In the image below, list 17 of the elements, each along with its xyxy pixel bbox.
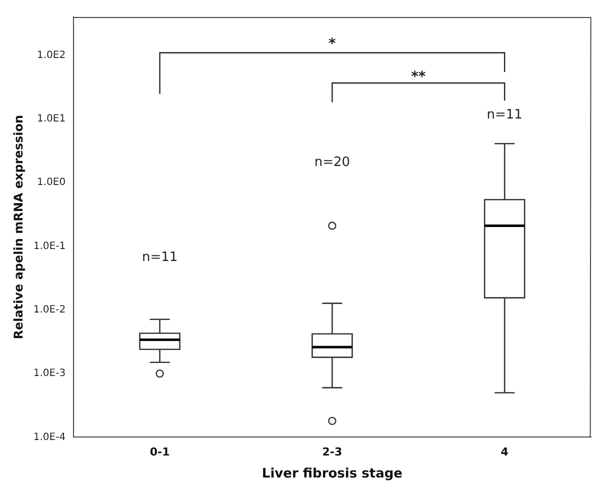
y-axis-title: Relative apelin mRNA expression <box>11 114 26 340</box>
y-tick-label: 1.0E0 <box>37 177 66 188</box>
annotation: ** <box>411 68 426 85</box>
y-tick-label: 1.0E-2 <box>33 304 66 316</box>
x-tick-label: 4 <box>500 446 509 459</box>
x-tick-label: 0-1 <box>150 446 170 459</box>
annotation: n=20 <box>314 155 350 170</box>
annotation: n=11 <box>142 250 178 266</box>
annotation: * <box>328 36 337 52</box>
x-tick-label: 2-3 <box>322 446 342 459</box>
y-tick-label: 1.0E-1 <box>33 240 66 252</box>
annotation: n=11 <box>486 107 522 122</box>
y-tick-label: 1.0E-4 <box>33 432 66 443</box>
y-tick-label: 1.0E-3 <box>33 368 66 380</box>
y-tick-label: 1.0E1 <box>37 114 66 125</box>
x-axis-title: Liver fibrosis stage <box>262 466 403 482</box>
y-tick-label: 1.0E2 <box>37 50 66 61</box>
